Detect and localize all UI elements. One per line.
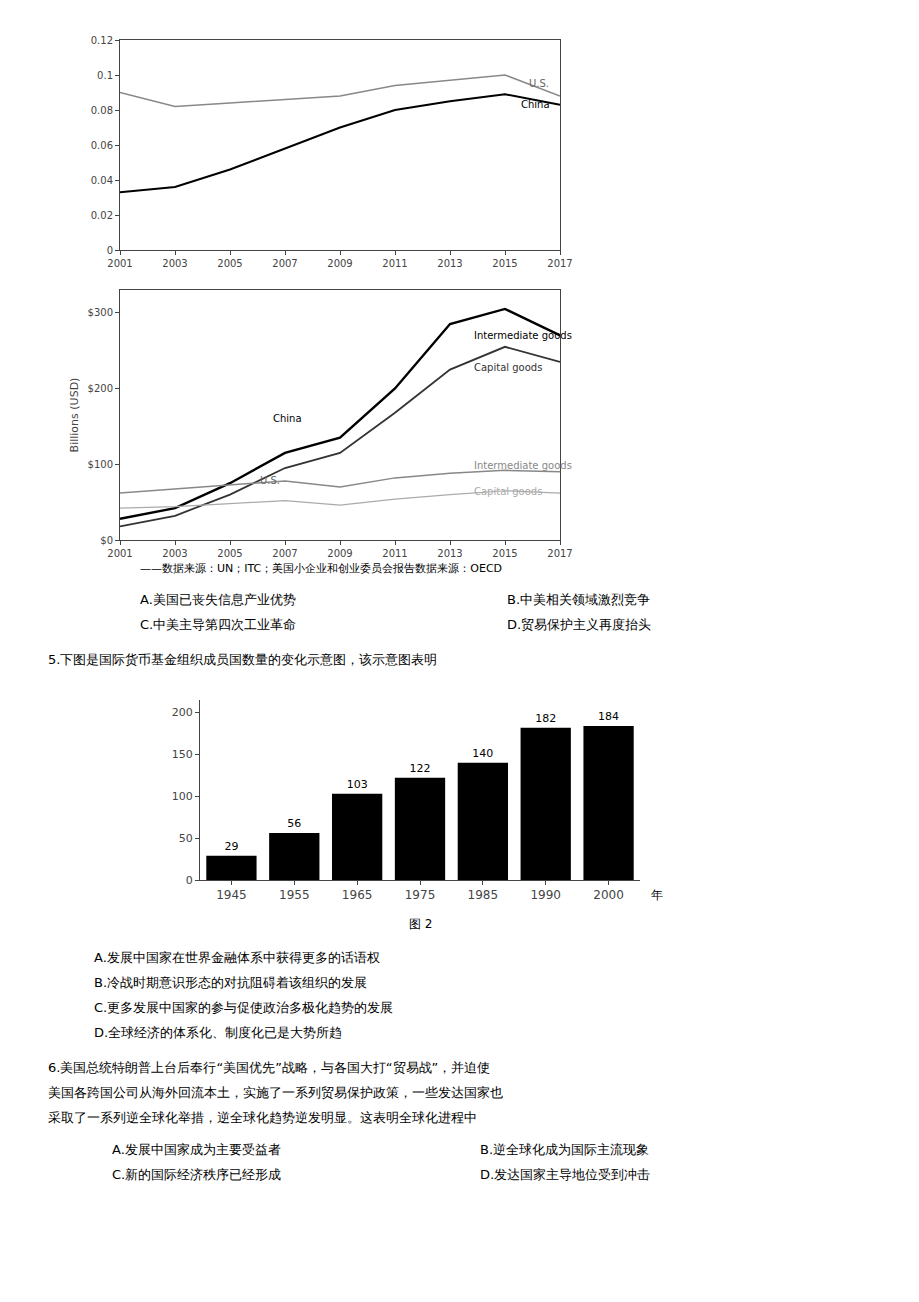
svg-text:182: 182 [535, 712, 556, 725]
svg-text:1975: 1975 [405, 888, 436, 902]
svg-text:Intermediate goods: Intermediate goods [474, 460, 572, 471]
svg-text:1985: 1985 [468, 888, 499, 902]
svg-text:Intermediate goods: Intermediate goods [474, 330, 572, 341]
svg-text:D.全球经济的体系化、制度化已是大势所趋: D.全球经济的体系化、制度化已是大势所趋 [94, 1025, 342, 1040]
svg-text:C.更多发展中国家的参与促使政治多极化趋势的发展: C.更多发展中国家的参与促使政治多极化趋势的发展 [94, 1000, 393, 1015]
svg-text:2015: 2015 [492, 548, 517, 559]
svg-text:122: 122 [410, 762, 431, 775]
svg-text:2001: 2001 [107, 548, 132, 559]
svg-text:56: 56 [287, 817, 301, 830]
svg-text:$200: $200 [88, 383, 113, 394]
svg-text:$0: $0 [100, 535, 113, 546]
svg-text:Billions (USD): Billions (USD) [68, 378, 81, 453]
svg-text:U.S.: U.S. [529, 78, 549, 89]
svg-text:0.1: 0.1 [97, 70, 113, 81]
svg-text:Capital goods: Capital goods [474, 362, 542, 373]
svg-text:A.发展中国家在世界金融体系中获得更多的话语权: A.发展中国家在世界金融体系中获得更多的话语权 [94, 950, 380, 965]
svg-text:6.美国总统特朗普上台后奉行“美国优先”战略，与各国大打“贸: 6.美国总统特朗普上台后奉行“美国优先”战略，与各国大打“贸易战”，并迫使 [48, 1060, 490, 1075]
svg-text:2007: 2007 [272, 258, 297, 269]
svg-text:1945: 1945 [216, 888, 247, 902]
svg-text:0: 0 [107, 245, 113, 256]
svg-text:2009: 2009 [327, 548, 352, 559]
svg-text:200: 200 [172, 706, 193, 719]
svg-text:Capital goods: Capital goods [474, 486, 542, 497]
svg-text:2017: 2017 [547, 548, 572, 559]
svg-text:2009: 2009 [327, 258, 352, 269]
svg-text:2005: 2005 [217, 258, 242, 269]
svg-text:2017: 2017 [547, 258, 572, 269]
svg-text:0: 0 [186, 874, 193, 887]
svg-text:A.发展中国家成为主要受益者: A.发展中国家成为主要受益者 [112, 1142, 281, 1157]
svg-text:B.冷战时期意识形态的对抗阻碍着该组织的发展: B.冷战时期意识形态的对抗阻碍着该组织的发展 [94, 975, 367, 990]
svg-text:B.中美相关领域激烈竞争: B.中美相关领域激烈竞争 [507, 592, 650, 607]
svg-text:0.08: 0.08 [91, 105, 113, 116]
svg-text:2011: 2011 [382, 258, 407, 269]
svg-text:184: 184 [598, 710, 619, 723]
svg-text:0.04: 0.04 [91, 175, 113, 186]
svg-text:China: China [273, 413, 302, 424]
svg-text:China: China [521, 99, 550, 110]
svg-text:——数据来源：UN；ITC；美国小企业和创业委员会报告数据来: ——数据来源：UN；ITC；美国小企业和创业委员会报告数据来源：OECD [140, 562, 502, 575]
svg-text:$100: $100 [88, 459, 113, 470]
svg-text:2003: 2003 [162, 258, 187, 269]
svg-text:2005: 2005 [217, 548, 242, 559]
svg-text:2000: 2000 [593, 888, 624, 902]
svg-text:2003: 2003 [162, 548, 187, 559]
svg-text:2013: 2013 [437, 548, 462, 559]
svg-text:29: 29 [224, 840, 238, 853]
svg-text:D.发达国家主导地位受到冲击: D.发达国家主导地位受到冲击 [480, 1167, 650, 1182]
svg-text:2015: 2015 [492, 258, 517, 269]
svg-text:0.06: 0.06 [91, 140, 113, 151]
svg-text:150: 150 [172, 748, 193, 761]
svg-text:140: 140 [472, 747, 493, 760]
svg-text:$300: $300 [88, 307, 113, 318]
svg-text:U.S.: U.S. [260, 475, 280, 486]
svg-text:5.下图是国际货币基金组织成员国数量的变化示意图，该示意图表: 5.下图是国际货币基金组织成员国数量的变化示意图，该示意图表明 [48, 652, 437, 667]
svg-text:100: 100 [172, 790, 193, 803]
svg-text:50: 50 [179, 832, 193, 845]
svg-text:C.新的国际经济秩序已经形成: C.新的国际经济秩序已经形成 [112, 1167, 281, 1182]
svg-text:B.逆全球化成为国际主流现象: B.逆全球化成为国际主流现象 [480, 1142, 649, 1157]
svg-text:0.02: 0.02 [91, 210, 113, 221]
svg-text:103: 103 [347, 778, 368, 791]
svg-text:2013: 2013 [437, 258, 462, 269]
svg-text:1990: 1990 [530, 888, 561, 902]
svg-text:A.美国已丧失信息产业优势: A.美国已丧失信息产业优势 [140, 592, 296, 607]
svg-text:1965: 1965 [342, 888, 373, 902]
svg-text:图 2: 图 2 [409, 917, 432, 931]
svg-text:美国各跨国公司从海外回流本土，实施了一系列贸易保护政策，一些: 美国各跨国公司从海外回流本土，实施了一系列贸易保护政策，一些发达国家也 [48, 1085, 503, 1100]
svg-text:D.贸易保护主义再度抬头: D.贸易保护主义再度抬头 [507, 617, 651, 632]
svg-text:采取了一系列逆全球化举措，逆全球化趋势逆发明显。这表明全球化: 采取了一系列逆全球化举措，逆全球化趋势逆发明显。这表明全球化进程中 [48, 1110, 477, 1125]
svg-text:2001: 2001 [107, 258, 132, 269]
svg-text:1955: 1955 [279, 888, 310, 902]
svg-text:2007: 2007 [272, 548, 297, 559]
svg-text:2011: 2011 [382, 548, 407, 559]
svg-text:年: 年 [651, 888, 663, 902]
svg-text:C.中美主导第四次工业革命: C.中美主导第四次工业革命 [140, 617, 296, 632]
svg-text:0.12: 0.12 [91, 35, 113, 46]
